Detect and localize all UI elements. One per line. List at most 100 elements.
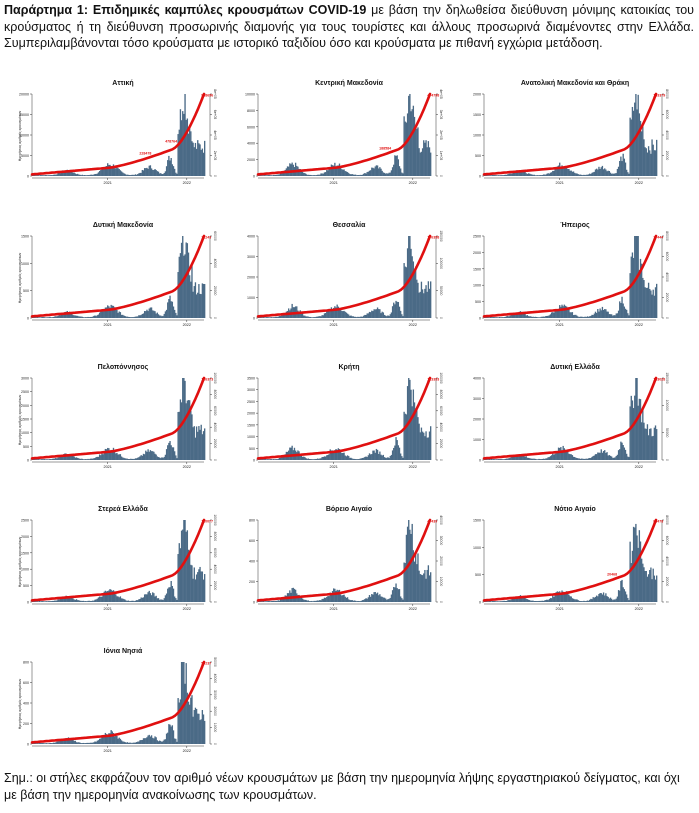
daily-case-bar (614, 315, 616, 318)
daily-case-bar (571, 598, 574, 602)
daily-case-bar (550, 172, 553, 176)
cumulative-label: 478764 (165, 140, 177, 144)
daily-case-bar (369, 596, 372, 602)
daily-case-bar (490, 317, 493, 318)
daily-case-bar (120, 740, 123, 744)
daily-case-bar (132, 458, 134, 460)
daily-case-bar (495, 317, 497, 318)
daily-case-bar (396, 588, 398, 602)
daily-case-bar (646, 152, 649, 176)
cumulative-point (201, 381, 204, 384)
daily-case-bar (525, 456, 527, 460)
daily-case-bar (390, 594, 393, 602)
daily-case-bar (650, 567, 652, 602)
daily-case-bar (158, 173, 161, 176)
daily-case-bar (316, 600, 319, 602)
daily-case-bar (529, 173, 531, 176)
daily-case-bar (274, 174, 276, 176)
daily-case-bar (314, 600, 316, 602)
daily-case-bar (103, 591, 105, 602)
daily-case-bar (486, 459, 488, 460)
daily-case-bar (500, 601, 502, 602)
daily-case-bar (417, 417, 419, 460)
daily-case-bar (190, 410, 192, 460)
daily-case-bar (138, 173, 140, 176)
daily-case-bar (620, 156, 622, 176)
y-tick-label-left: 0 (27, 601, 29, 605)
daily-case-bar (328, 167, 330, 176)
daily-case-bar (529, 600, 531, 602)
daily-case-bar (405, 267, 408, 318)
daily-case-bar (318, 458, 320, 460)
daily-case-bar (398, 447, 401, 460)
daily-case-bar (107, 163, 109, 176)
daily-case-bar (598, 166, 600, 176)
daily-case-bar (574, 599, 576, 602)
daily-case-bar (165, 733, 168, 744)
daily-case-bar (119, 170, 122, 176)
daily-case-bar (353, 316, 356, 318)
daily-case-bar (368, 453, 371, 460)
x-tick-label: 2022 (635, 181, 643, 185)
daily-case-bar (623, 306, 626, 318)
daily-case-bar (366, 313, 368, 318)
daily-case-bar (376, 449, 379, 460)
daily-case-bar (60, 313, 63, 318)
daily-case-bar (68, 171, 71, 176)
daily-case-bar (577, 458, 579, 460)
daily-case-bar (103, 735, 105, 744)
daily-case-bar (275, 174, 277, 176)
daily-case-bar (97, 172, 100, 176)
daily-case-bar (638, 269, 641, 318)
daily-case-bar (485, 317, 487, 318)
daily-case-bar (576, 173, 578, 176)
daily-case-bar (510, 599, 512, 602)
daily-case-bar (493, 601, 495, 602)
daily-case-bar (361, 600, 364, 602)
daily-case-bar (86, 601, 88, 602)
daily-case-bar (366, 456, 368, 460)
daily-case-bar (374, 309, 376, 318)
daily-case-bar (647, 435, 650, 460)
chart-panel: Πελοπόννησος0500100015002000250030000200… (18, 363, 217, 469)
daily-case-bar (628, 173, 630, 176)
daily-case-bar (514, 313, 516, 318)
daily-case-bar (89, 742, 92, 744)
daily-case-bar (261, 317, 263, 318)
daily-case-bar (548, 315, 550, 318)
daily-case-bar (34, 175, 36, 176)
daily-case-bar (386, 173, 388, 176)
daily-case-bar (101, 736, 103, 744)
daily-case-bar (601, 452, 604, 460)
daily-case-bar (421, 431, 424, 460)
daily-case-bar (311, 600, 313, 602)
daily-case-bar (606, 452, 608, 460)
y-tick-label-left: 4000 (247, 235, 255, 239)
daily-case-bar (591, 599, 593, 602)
daily-case-bar (261, 459, 263, 460)
daily-case-bar (538, 600, 540, 602)
daily-case-bar (515, 596, 517, 602)
daily-case-bar (137, 457, 139, 460)
daily-case-bar (591, 314, 593, 318)
daily-case-bar (642, 277, 644, 318)
daily-case-bar (630, 563, 632, 602)
daily-case-bar (342, 452, 344, 460)
daily-case-bar (108, 448, 110, 460)
daily-case-bar (85, 459, 87, 460)
daily-case-bar (326, 455, 328, 460)
daily-case-bar (359, 316, 361, 318)
daily-case-bar (176, 599, 178, 602)
daily-case-bar (582, 601, 584, 602)
daily-case-bar (75, 742, 78, 744)
daily-case-bar (398, 306, 401, 318)
daily-case-bar (352, 600, 355, 602)
daily-case-bar (576, 599, 578, 602)
daily-case-bar (393, 164, 395, 176)
daily-case-bar (416, 128, 418, 176)
daily-case-bar (653, 150, 656, 176)
daily-case-bar (568, 309, 570, 318)
cumulative-line (30, 92, 206, 176)
daily-case-bar (656, 283, 658, 318)
daily-case-bar (41, 743, 43, 744)
